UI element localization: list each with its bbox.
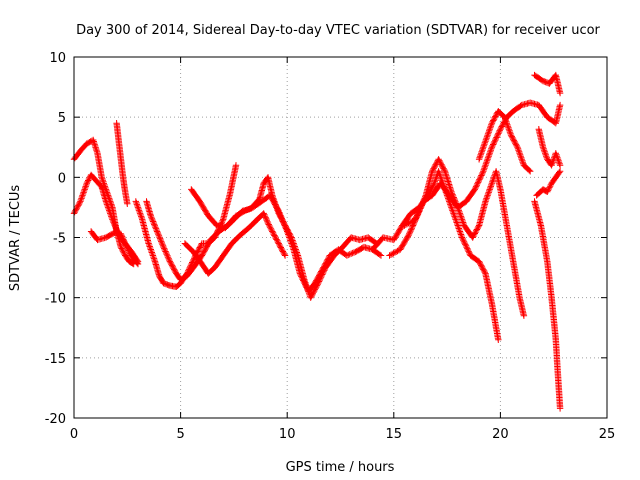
series-track-16 xyxy=(533,168,564,199)
marker-track xyxy=(535,126,564,169)
y-tick-label: 0 xyxy=(58,171,66,186)
y-tick-label: -15 xyxy=(45,352,66,367)
x-tick-label: 10 xyxy=(279,427,296,442)
x-tick-label: 25 xyxy=(599,427,616,442)
marker-track xyxy=(531,198,564,412)
x-axis-label: GPS time / hours xyxy=(286,460,395,475)
series-track-12 xyxy=(475,108,534,175)
tick-layer: 0 5 10 15 20 25 -20 -15 -10 -5 0 5 10 xyxy=(45,51,616,442)
series-track-15 xyxy=(531,198,564,412)
x-tick-label: 5 xyxy=(176,427,184,442)
series-track-13 xyxy=(531,71,564,97)
series-track-7 xyxy=(181,210,289,277)
series-track-8 xyxy=(188,174,380,301)
y-tick-label: 5 xyxy=(58,111,66,126)
y-tick-label: 10 xyxy=(49,51,66,66)
marker-track xyxy=(533,168,564,199)
data-layer xyxy=(70,71,564,412)
y-tick-label: -20 xyxy=(45,412,66,427)
plot-frame xyxy=(73,56,608,419)
series-track-4 xyxy=(113,120,131,207)
series-track-14 xyxy=(535,126,564,169)
marker-track xyxy=(401,99,564,229)
grid-layer xyxy=(74,57,607,418)
x-tick-label: 15 xyxy=(386,427,403,442)
marker-track xyxy=(181,210,289,277)
marker-track xyxy=(188,174,380,301)
series-track-11 xyxy=(401,99,564,229)
marker-track xyxy=(531,71,564,97)
y-tick-label: -5 xyxy=(53,232,66,247)
marker-track xyxy=(87,228,142,268)
series-track-3 xyxy=(87,228,142,268)
marker-track xyxy=(113,120,131,207)
series-track-10 xyxy=(386,156,528,319)
y-axis-label: SDTVAR / TECUs xyxy=(8,185,23,292)
marker-track xyxy=(386,156,528,319)
x-tick-label: 20 xyxy=(492,427,509,442)
x-tick-label: 0 xyxy=(70,427,78,442)
chart-title: Day 300 of 2014, Sidereal Day-to-day VTE… xyxy=(76,23,600,38)
y-tick-label: -10 xyxy=(45,292,66,307)
marker-track xyxy=(475,108,534,175)
